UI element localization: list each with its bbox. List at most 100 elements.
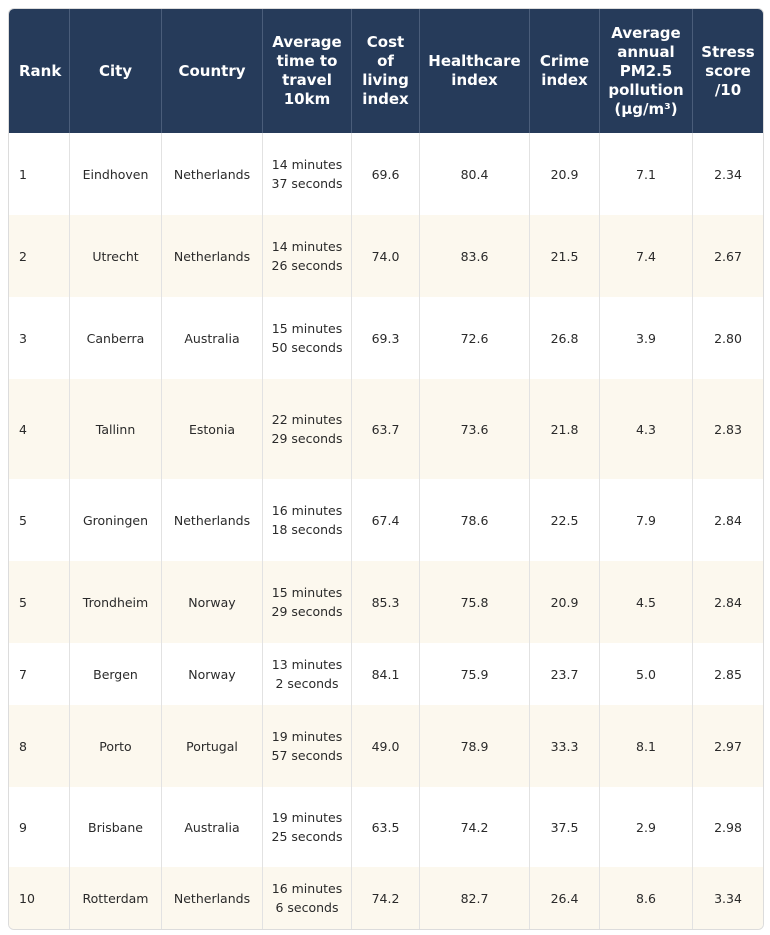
table-cell: Netherlands	[162, 867, 263, 929]
table-cell: 78.9	[420, 705, 530, 787]
table-cell: Canberra	[70, 297, 162, 379]
header-cell: Average annual PM2.5 pollution (µg/m³)	[600, 9, 693, 133]
table-cell: 5	[9, 561, 70, 643]
table-cell: 74.0	[352, 215, 420, 297]
table-cell: Australia	[162, 297, 263, 379]
table-cell: 74.2	[420, 787, 530, 867]
header-cell: Average time to travel 10km	[263, 9, 352, 133]
header-cell: Stress score /10	[693, 9, 763, 133]
table-cell: 14 minutes 37 seconds	[263, 133, 352, 215]
table-cell: 4.3	[600, 379, 693, 479]
table-body: 1 Eindhoven Netherlands 14 minutes 37 secon…	[9, 133, 763, 929]
table-cell: Utrecht	[70, 215, 162, 297]
table-cell: 15 minutes 29 seconds	[263, 561, 352, 643]
table-cell: 3.34	[693, 867, 763, 929]
table-cell: 5.0	[600, 643, 693, 705]
table-cell: 83.6	[420, 215, 530, 297]
table-cell: 73.6	[420, 379, 530, 479]
table-cell: 20.9	[530, 133, 600, 215]
table-row: 10 Rotterdam Netherlands 16 minutes 6 secon…	[9, 867, 763, 929]
header-cell: Crime index	[530, 9, 600, 133]
stress-table: Rank City Country Average time to travel 10…	[8, 8, 764, 930]
table-cell: 2.84	[693, 561, 763, 643]
table-cell: 63.7	[352, 379, 420, 479]
table-cell: 23.7	[530, 643, 600, 705]
table-cell: Eindhoven	[70, 133, 162, 215]
table-row: 3 Canberra Australia 15 minutes 50 seconds 6…	[9, 297, 763, 379]
table-cell: 20.9	[530, 561, 600, 643]
table-cell: Rotterdam	[70, 867, 162, 929]
table-row: 5 Groningen Netherlands 16 minutes 18 secon…	[9, 479, 763, 561]
table-cell: 26.4	[530, 867, 600, 929]
table-cell: Netherlands	[162, 215, 263, 297]
table-cell: 19 minutes 25 seconds	[263, 787, 352, 867]
table-row: 9 Brisbane Australia 19 minutes 25 seconds 6…	[9, 787, 763, 867]
table-cell: Norway	[162, 561, 263, 643]
header-cell: Country	[162, 9, 263, 133]
table-cell: Australia	[162, 787, 263, 867]
table-cell: 7.1	[600, 133, 693, 215]
table-cell: 78.6	[420, 479, 530, 561]
table-cell: Netherlands	[162, 479, 263, 561]
table-cell: 19 minutes 57 seconds	[263, 705, 352, 787]
table-cell: 33.3	[530, 705, 600, 787]
table-cell: 15 minutes 50 seconds	[263, 297, 352, 379]
table-row: 5 Trondheim Norway 15 minutes 29 seconds 85.…	[9, 561, 763, 643]
header-row: Rank City Country Average time to travel 10…	[9, 9, 763, 133]
table-cell: 22.5	[530, 479, 600, 561]
header-cell: Healthcare index	[420, 9, 530, 133]
table-cell: 16 minutes 6 seconds	[263, 867, 352, 929]
header-cell: Rank	[9, 9, 70, 133]
table-cell: 4.5	[600, 561, 693, 643]
table-cell: 85.3	[352, 561, 420, 643]
table-cell: 8.6	[600, 867, 693, 929]
table-cell: 69.6	[352, 133, 420, 215]
table-cell: Porto	[70, 705, 162, 787]
table-cell: 75.8	[420, 561, 530, 643]
table-cell: Tallinn	[70, 379, 162, 479]
table-cell: 2.9	[600, 787, 693, 867]
table-cell: 84.1	[352, 643, 420, 705]
table-cell: 5	[9, 479, 70, 561]
table-cell: 67.4	[352, 479, 420, 561]
table-cell: 2.80	[714, 330, 742, 346]
table-cell: 16 minutes 18 seconds	[263, 479, 352, 561]
table-cell: 7.4	[600, 215, 693, 297]
table-cell: 7.9	[600, 479, 693, 561]
table-row: 4 Tallinn Estonia 22 minutes 29 seconds 63.7…	[9, 379, 763, 479]
table-cell: 2.83	[693, 379, 763, 479]
table-cell: 72.6	[420, 297, 530, 379]
table-cell: Estonia	[162, 379, 263, 479]
table-row: 8 Porto Portugal 19 minutes 57 seconds 49.0 7…	[9, 705, 763, 787]
table-cell: 37.5	[530, 787, 600, 867]
table-cell: 2	[9, 215, 70, 297]
table-cell: 2.84	[714, 512, 742, 528]
table-cell: 2.98	[714, 819, 742, 835]
table-cell: Portugal	[162, 705, 263, 787]
table-row: 1 Eindhoven Netherlands 14 minutes 37 secon…	[9, 133, 763, 215]
table-cell: 82.7	[420, 867, 530, 929]
table-cell: 13 minutes 2 seconds	[263, 643, 352, 705]
table-cell: 3.9	[600, 297, 693, 379]
table-cell: Brisbane	[70, 787, 162, 867]
table-cell: 26.8	[530, 297, 600, 379]
table-cell: Trondheim	[70, 561, 162, 643]
table-cell: 14 minutes 26 seconds	[263, 215, 352, 297]
table-row: 2 Utrecht Netherlands 14 minutes 26 seconds…	[9, 215, 763, 297]
table-cell: 63.5	[352, 787, 420, 867]
table-row: 7 Bergen Norway 13 minutes 2 seconds 84.1 75.…	[9, 643, 763, 705]
table-cell: 21.5	[530, 215, 600, 297]
table-cell: 8	[9, 705, 70, 787]
table-cell: 49.0	[352, 705, 420, 787]
table-cell: 8.1	[600, 705, 693, 787]
table-cell: Norway	[162, 643, 263, 705]
header-cell: City	[70, 9, 162, 133]
table-cell: 21.8	[530, 379, 600, 479]
table-cell: 80.4	[420, 133, 530, 215]
header-cell: Cost of living index	[352, 9, 420, 133]
table-cell: 9	[9, 787, 70, 867]
table-cell: 2.97	[693, 705, 763, 787]
table-cell: Netherlands	[162, 133, 263, 215]
table-cell: Groningen	[70, 479, 162, 561]
